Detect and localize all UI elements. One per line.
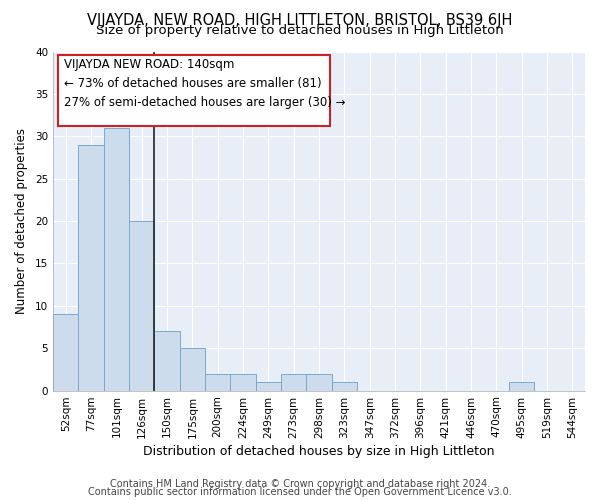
Text: Contains public sector information licensed under the Open Government Licence v3: Contains public sector information licen… [88,487,512,497]
FancyBboxPatch shape [58,55,329,126]
Bar [509,382,535,390]
Bar [180,348,205,391]
X-axis label: Distribution of detached houses by size in High Littleton: Distribution of detached houses by size … [143,444,495,458]
Bar [256,382,281,390]
Bar [53,314,79,390]
Bar [79,144,104,390]
Bar [205,374,230,390]
Bar [154,331,180,390]
Bar [332,382,357,390]
Bar [307,374,332,390]
Bar [281,374,307,390]
Bar [230,374,256,390]
Y-axis label: Number of detached properties: Number of detached properties [15,128,28,314]
Text: Contains HM Land Registry data © Crown copyright and database right 2024.: Contains HM Land Registry data © Crown c… [110,479,490,489]
Text: VIJAYDA, NEW ROAD, HIGH LITTLETON, BRISTOL, BS39 6JH: VIJAYDA, NEW ROAD, HIGH LITTLETON, BRIST… [88,12,512,28]
Text: Size of property relative to detached houses in High Littleton: Size of property relative to detached ho… [96,24,504,37]
Text: VIJAYDA NEW ROAD: 140sqm
← 73% of detached houses are smaller (81)
27% of semi-d: VIJAYDA NEW ROAD: 140sqm ← 73% of detach… [64,58,345,110]
Bar [129,221,154,390]
Bar [104,128,129,390]
